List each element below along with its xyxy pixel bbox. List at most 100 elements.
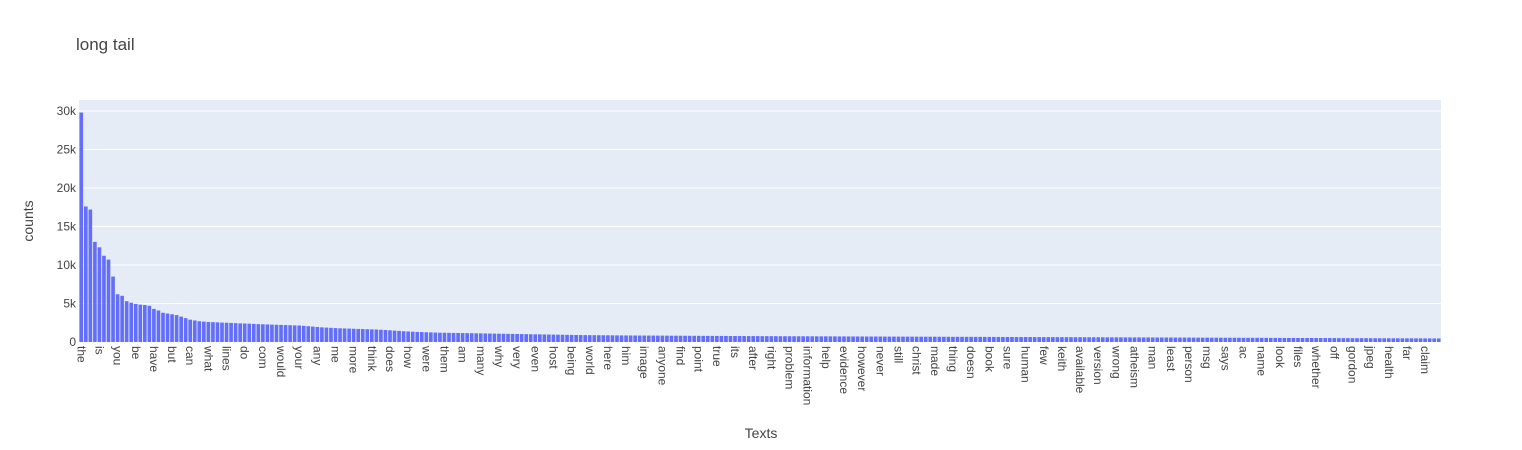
bar bbox=[669, 335, 674, 342]
bar bbox=[397, 330, 401, 342]
bar bbox=[547, 334, 551, 342]
bar bbox=[810, 336, 815, 342]
bar bbox=[224, 322, 229, 342]
bar bbox=[987, 336, 992, 342]
bar bbox=[1282, 337, 1287, 342]
bar bbox=[1291, 337, 1296, 342]
bar bbox=[1250, 337, 1255, 342]
x-tick-label: be bbox=[129, 346, 143, 360]
bar bbox=[1128, 337, 1132, 342]
bar bbox=[746, 336, 751, 342]
bar bbox=[787, 336, 792, 342]
bar bbox=[456, 332, 460, 342]
bar bbox=[628, 335, 633, 342]
bar bbox=[1137, 337, 1141, 342]
bar bbox=[674, 335, 678, 342]
bar bbox=[1141, 337, 1146, 342]
bar bbox=[406, 331, 410, 342]
bar bbox=[1078, 337, 1082, 342]
bar bbox=[896, 336, 901, 342]
bar bbox=[251, 323, 256, 342]
bar bbox=[469, 333, 474, 342]
bar bbox=[242, 323, 247, 342]
bar bbox=[1268, 337, 1273, 342]
bar bbox=[102, 255, 106, 342]
bar bbox=[79, 112, 84, 342]
bar bbox=[1232, 337, 1237, 342]
bar bbox=[1427, 338, 1432, 342]
x-tick-label: off bbox=[1327, 346, 1341, 360]
x-tick-label: them bbox=[437, 346, 451, 373]
bar bbox=[583, 335, 588, 342]
bar bbox=[1300, 337, 1305, 342]
bar bbox=[660, 335, 665, 342]
x-tick-label: very bbox=[510, 346, 524, 369]
bar bbox=[1405, 338, 1409, 342]
bar bbox=[1196, 337, 1200, 342]
bar bbox=[724, 335, 728, 342]
bar bbox=[438, 332, 442, 342]
bar bbox=[88, 209, 93, 342]
bar bbox=[310, 326, 315, 342]
bar bbox=[696, 335, 701, 342]
bar bbox=[982, 336, 987, 342]
bar bbox=[111, 276, 115, 342]
x-tick-label: never bbox=[873, 346, 887, 376]
x-tick-label: msg bbox=[1200, 346, 1214, 369]
bar bbox=[1119, 337, 1123, 342]
bar bbox=[147, 305, 152, 342]
bar bbox=[179, 316, 183, 342]
x-tick-label: health bbox=[1382, 346, 1396, 379]
plot-background bbox=[79, 100, 1441, 342]
bar bbox=[1246, 337, 1250, 342]
bar bbox=[229, 322, 233, 342]
bar bbox=[1273, 337, 1278, 342]
bar bbox=[265, 324, 270, 342]
bar bbox=[1368, 338, 1373, 342]
bar bbox=[488, 333, 492, 342]
bar bbox=[814, 336, 819, 342]
x-tick-label: is bbox=[92, 346, 106, 355]
bar bbox=[1173, 337, 1178, 342]
x-tick-label: information bbox=[801, 346, 815, 405]
bar bbox=[1096, 337, 1101, 342]
bar bbox=[1218, 337, 1223, 342]
bar bbox=[855, 336, 860, 342]
bar bbox=[864, 336, 869, 342]
bar bbox=[174, 315, 179, 342]
bar bbox=[442, 332, 447, 342]
bar bbox=[356, 328, 361, 342]
bar bbox=[524, 334, 529, 342]
bar bbox=[646, 335, 651, 342]
x-tick-label: book bbox=[982, 346, 996, 373]
bar bbox=[733, 336, 737, 342]
bar bbox=[1364, 338, 1368, 342]
bar bbox=[279, 324, 283, 342]
x-tick-label: image bbox=[637, 346, 651, 379]
bar bbox=[601, 335, 606, 342]
bar bbox=[824, 336, 828, 342]
bar bbox=[742, 336, 746, 342]
bar bbox=[288, 325, 292, 342]
bar bbox=[156, 310, 161, 342]
x-tick-label: would bbox=[274, 345, 288, 377]
x-tick-label: jpeg bbox=[1364, 345, 1378, 369]
bar bbox=[1223, 337, 1228, 342]
x-tick-label: least bbox=[1164, 346, 1178, 372]
bar bbox=[687, 335, 692, 342]
y-tick-label: 5k bbox=[63, 297, 77, 311]
bar bbox=[991, 336, 996, 342]
bar bbox=[819, 336, 824, 342]
x-tick-label: here bbox=[601, 346, 615, 370]
bar bbox=[905, 336, 910, 342]
x-tick-label: ac bbox=[1237, 346, 1251, 359]
bar bbox=[796, 336, 801, 342]
bar bbox=[1355, 338, 1359, 342]
x-tick-label: have bbox=[147, 346, 161, 372]
bar bbox=[1423, 338, 1427, 342]
x-tick-label: evidence bbox=[837, 346, 851, 394]
bar bbox=[1332, 338, 1337, 342]
bar bbox=[1064, 337, 1069, 342]
x-tick-label: com bbox=[256, 346, 270, 369]
bar bbox=[1396, 338, 1400, 342]
